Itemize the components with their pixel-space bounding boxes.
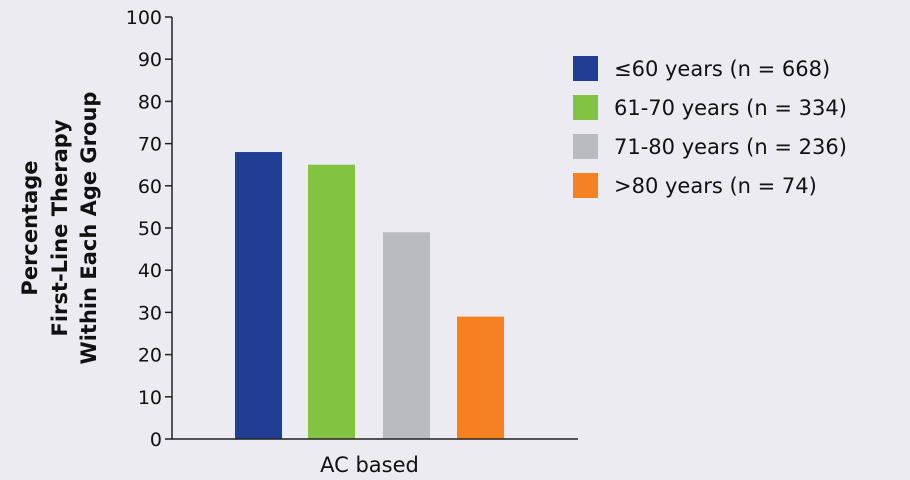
bar-series-3 xyxy=(383,232,430,439)
y-tick-label: 60 xyxy=(138,176,162,198)
legend-item: >80 years (n = 74) xyxy=(573,173,817,198)
y-tick-label: 40 xyxy=(138,260,162,282)
bar-series-2 xyxy=(308,164,355,439)
y-tick-label: 0 xyxy=(150,429,162,451)
legend-label: ≤60 years (n = 668) xyxy=(614,57,830,81)
bar-series-4 xyxy=(457,316,504,439)
x-axis: AC based xyxy=(172,438,578,477)
y-axis: 0 10 20 30 40 50 60 70 80 90 100 xyxy=(126,7,173,451)
legend-label: >80 years (n = 74) xyxy=(614,174,817,198)
y-tick-label: 50 xyxy=(138,218,162,240)
y-axis-title: Percentage First-Line Therapy Within Each … xyxy=(18,92,101,365)
y-axis-title-line: Within Each Age Group xyxy=(77,92,101,365)
y-axis-title-line: Percentage xyxy=(18,160,42,295)
y-tick-label: 20 xyxy=(138,345,162,367)
y-tick-label: 80 xyxy=(138,91,162,113)
legend-label: 61-70 years (n = 334) xyxy=(614,96,847,120)
legend-label: 71-80 years (n = 236) xyxy=(614,135,847,159)
legend-item: 71-80 years (n = 236) xyxy=(573,134,847,159)
legend-item: ≤60 years (n = 668) xyxy=(573,56,830,81)
bar-series-1 xyxy=(235,152,282,440)
y-axis-title-line: First-Line Therapy xyxy=(48,119,72,336)
legend-swatch xyxy=(573,134,598,159)
y-tick-label: 10 xyxy=(138,387,162,409)
legend-swatch xyxy=(573,173,598,198)
legend-swatch xyxy=(573,95,598,120)
y-tick-label: 70 xyxy=(138,134,162,156)
legend-swatch xyxy=(573,56,598,81)
y-tick-label: 90 xyxy=(138,49,162,71)
y-tick-label: 30 xyxy=(138,302,162,324)
y-tick-label: 100 xyxy=(126,7,162,29)
bars xyxy=(235,152,504,440)
x-category-label: AC based xyxy=(320,453,419,477)
legend-item: 61-70 years (n = 334) xyxy=(573,95,847,120)
legend: ≤60 years (n = 668) 61-70 years (n = 334)… xyxy=(573,56,847,198)
